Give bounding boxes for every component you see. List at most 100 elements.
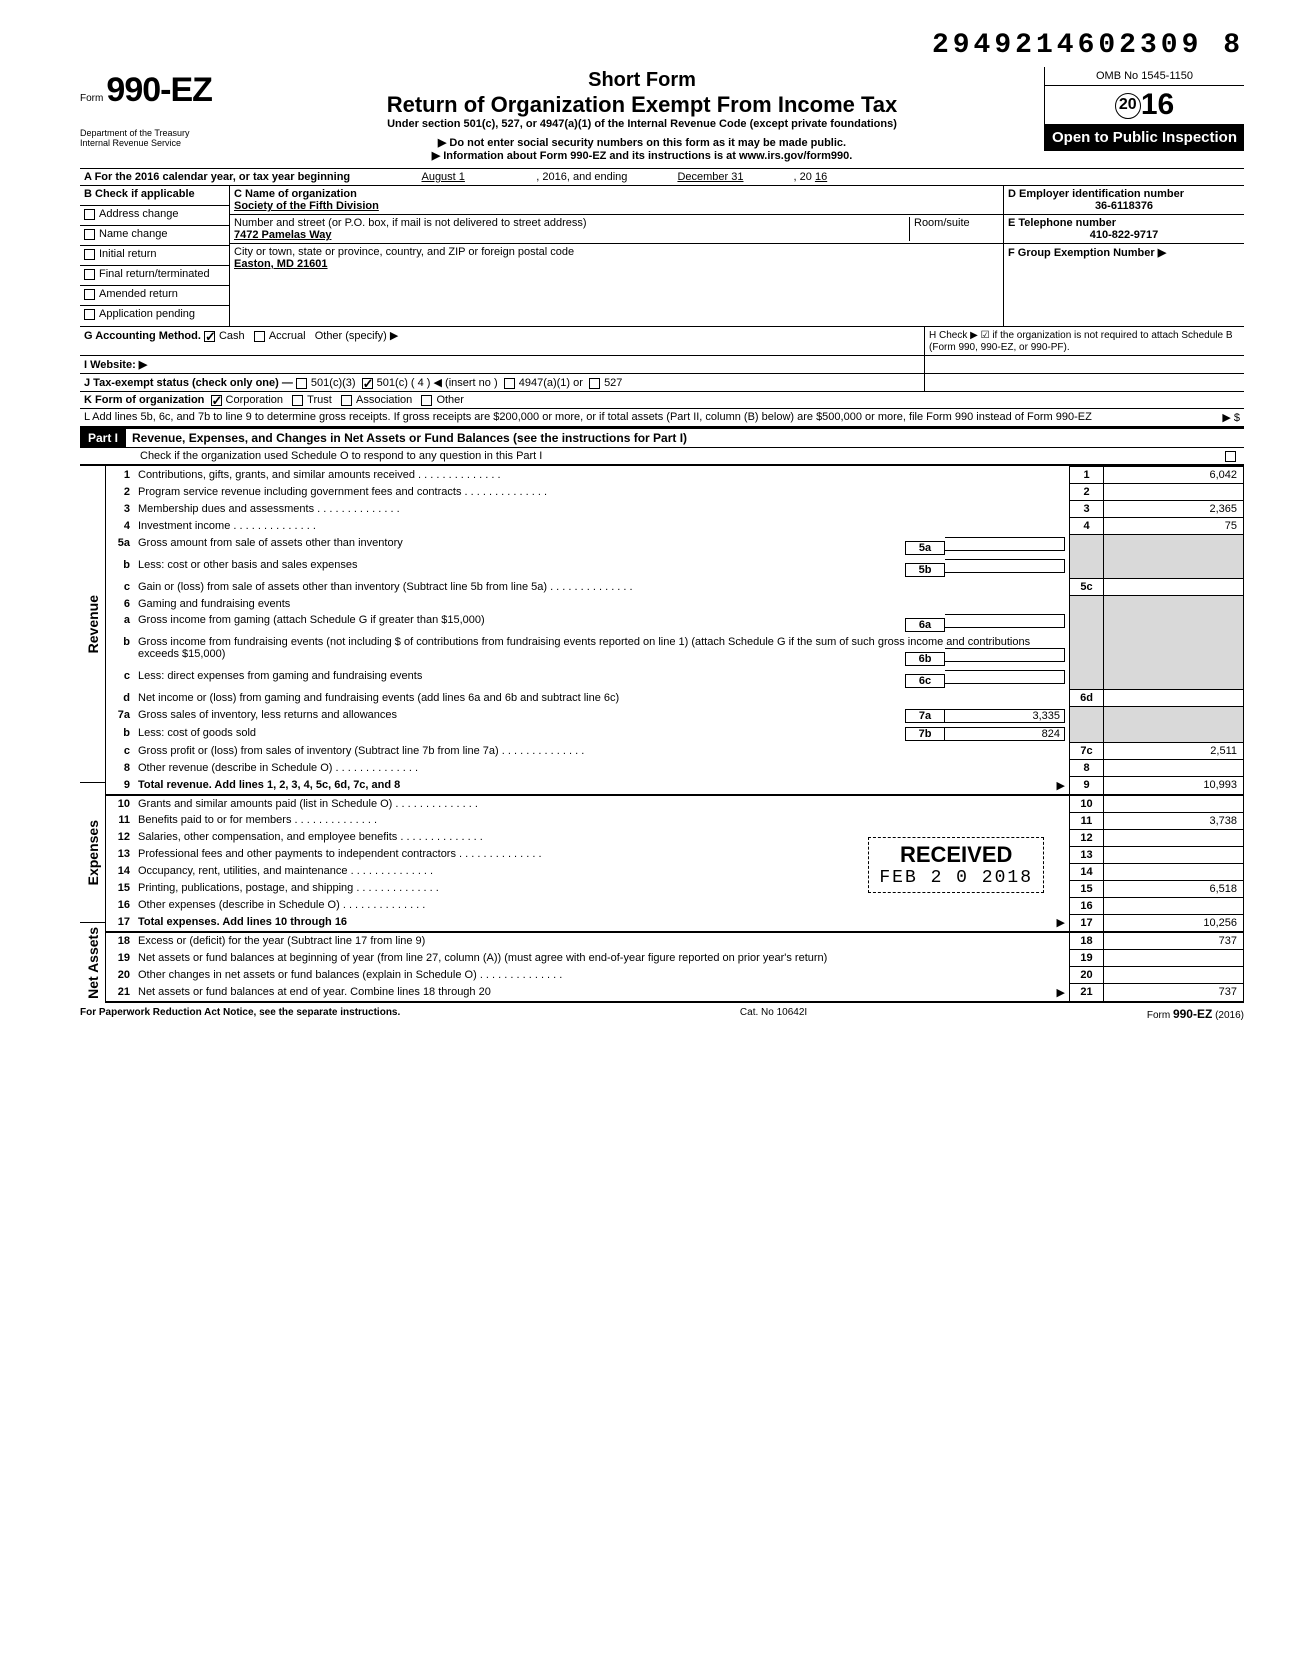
line-5a-inneramt[interactable] (945, 537, 1065, 551)
received-date: FEB 2 0 2018 (879, 868, 1033, 888)
check-kother[interactable] (421, 395, 432, 406)
check-501c[interactable] (362, 378, 373, 389)
line-3-amt[interactable]: 2,365 (1104, 501, 1244, 518)
line-21-desc: Net assets or fund balances at end of ye… (138, 986, 491, 998)
line-f-label: F Group Exemption Number ▶ (1008, 247, 1166, 259)
room-suite-label: Room/suite (909, 217, 999, 241)
form-label: Form (80, 93, 103, 104)
line-10-amt[interactable] (1104, 795, 1244, 813)
line-7c-amt[interactable]: 2,511 (1104, 743, 1244, 760)
year-suffix: 16 (1141, 88, 1174, 121)
opt-pending: Application pending (99, 308, 195, 320)
line-13-amt[interactable] (1104, 846, 1244, 863)
page-footer: For Paperwork Reduction Act Notice, see … (80, 1003, 1244, 1021)
line-5b-desc: Less: cost or other basis and sales expe… (138, 559, 358, 571)
line-2-amt[interactable] (1104, 484, 1244, 501)
ein-value[interactable]: 36-6118376 (1008, 200, 1240, 212)
line-6b-box: 6b (905, 652, 945, 666)
check-cash[interactable] (204, 331, 215, 342)
line-l-text: L Add lines 5b, 6c, and 7b to line 9 to … (84, 411, 1092, 423)
check-final-return[interactable]: Final return/terminated (80, 266, 229, 286)
line-j-label: J Tax-exempt status (check only one) — (84, 377, 293, 389)
line-a-yrlbl: , 20 (794, 171, 812, 183)
line-b-label: B Check if applicable (80, 186, 229, 206)
line-6c-inneramt[interactable] (945, 670, 1065, 684)
line-7c-desc: Gross profit or (loss) from sales of inv… (134, 743, 1070, 760)
tax-year: 2016 (1045, 86, 1244, 125)
check-corp[interactable] (211, 395, 222, 406)
line-20-amt[interactable] (1104, 967, 1244, 984)
line-12-amt[interactable] (1104, 829, 1244, 846)
street-label: Number and street (or P.O. box, if mail … (234, 217, 587, 229)
opt-other: Other (specify) ▶ (315, 330, 399, 342)
check-assoc[interactable] (341, 395, 352, 406)
form-number: 990-EZ (106, 71, 212, 109)
line-h[interactable]: H Check ▶ ☑ if the organization is not r… (924, 327, 1244, 355)
part-1-title: Revenue, Expenses, and Changes in Net As… (126, 429, 693, 447)
line-a: A For the 2016 calendar year, or tax yea… (80, 169, 1244, 186)
org-street[interactable]: 7472 Pamelas Way (234, 229, 331, 241)
line-5a-desc: Gross amount from sale of assets other t… (138, 537, 403, 549)
line-6d-amt[interactable] (1104, 690, 1244, 707)
line-11-amt[interactable]: 3,738 (1104, 812, 1244, 829)
line-18-amt[interactable]: 737 (1104, 932, 1244, 950)
check-amended[interactable]: Amended return (80, 286, 229, 306)
check-name-change[interactable]: Name change (80, 226, 229, 246)
org-name[interactable]: Society of the Fifth Division (234, 200, 379, 212)
org-city[interactable]: Easton, MD 21601 (234, 258, 328, 270)
opt-501c3: 501(c)(3) (311, 377, 356, 389)
check-4947[interactable] (504, 378, 515, 389)
line-5b-box: 5b (905, 563, 945, 577)
line-6d-desc: Net income or (loss) from gaming and fun… (134, 690, 1070, 707)
line-e-label: E Telephone number (1008, 217, 1116, 229)
line-11-desc: Benefits paid to or for members (134, 812, 1070, 829)
check-pending[interactable]: Application pending (80, 306, 229, 326)
opt-kother: Other (436, 394, 464, 406)
check-initial-return[interactable]: Initial return (80, 246, 229, 266)
received-title: RECEIVED (879, 842, 1033, 868)
line-h-text: H Check ▶ ☑ if the organization is not r… (929, 330, 1233, 353)
line-16-amt[interactable] (1104, 897, 1244, 914)
line-14-amt[interactable] (1104, 863, 1244, 880)
line-8-amt[interactable] (1104, 760, 1244, 777)
check-schedule-o[interactable] (1225, 451, 1236, 462)
line-1-amt[interactable]: 6,042 (1104, 467, 1244, 484)
line-7b-inneramt[interactable]: 824 (945, 727, 1065, 741)
open-public: Open to Public Inspection (1045, 125, 1244, 151)
line-5c-amt[interactable] (1104, 579, 1244, 596)
phone-value[interactable]: 410-822-9717 (1008, 229, 1240, 241)
footer-right: Form 990-EZ (2016) (1147, 1007, 1244, 1021)
opt-corp: Corporation (226, 394, 283, 406)
line-17-amt[interactable]: 10,256 (1104, 914, 1244, 932)
opt-527: 527 (604, 377, 622, 389)
line-21-amt[interactable]: 737 (1104, 984, 1244, 1002)
tax-year-end-yr[interactable]: 16 (815, 171, 827, 183)
opt-accrual: Accrual (269, 330, 306, 342)
line-c-label: C Name of organization (234, 188, 357, 200)
line-k-label: K Form of organization (84, 394, 204, 406)
line-7a-inneramt[interactable]: 3,335 (945, 709, 1065, 723)
form-header: Form 990-EZ Department of the Treasury I… (80, 67, 1244, 169)
line-9-amt[interactable]: 10,993 (1104, 777, 1244, 795)
tax-year-end[interactable]: December 31 (630, 171, 790, 183)
title-short: Short Form (248, 69, 1036, 92)
line-5b-inneramt[interactable] (945, 559, 1065, 573)
line-6b-inneramt[interactable] (945, 648, 1065, 662)
part-1-header: Part I Revenue, Expenses, and Changes in… (80, 427, 1244, 448)
opt-initial: Initial return (99, 248, 156, 260)
document-id-stamp: 2949214602309 8 (80, 30, 1244, 61)
year-prefix: 20 (1115, 93, 1141, 119)
check-527[interactable] (589, 378, 600, 389)
check-trust[interactable] (292, 395, 303, 406)
check-501c3[interactable] (296, 378, 307, 389)
tax-year-begin[interactable]: August 1 (353, 171, 533, 183)
line-15-amt[interactable]: 6,518 (1104, 880, 1244, 897)
line-4-amt[interactable]: 75 (1104, 518, 1244, 535)
check-accrual[interactable] (254, 331, 265, 342)
line-7b-box: 7b (905, 727, 945, 741)
check-address-change[interactable]: Address change (80, 206, 229, 226)
line-6a-inneramt[interactable] (945, 614, 1065, 628)
line-19-amt[interactable] (1104, 950, 1244, 967)
line-6a-desc: Gross income from gaming (attach Schedul… (138, 614, 485, 626)
line-7b-desc: Less: cost of goods sold (138, 727, 256, 739)
